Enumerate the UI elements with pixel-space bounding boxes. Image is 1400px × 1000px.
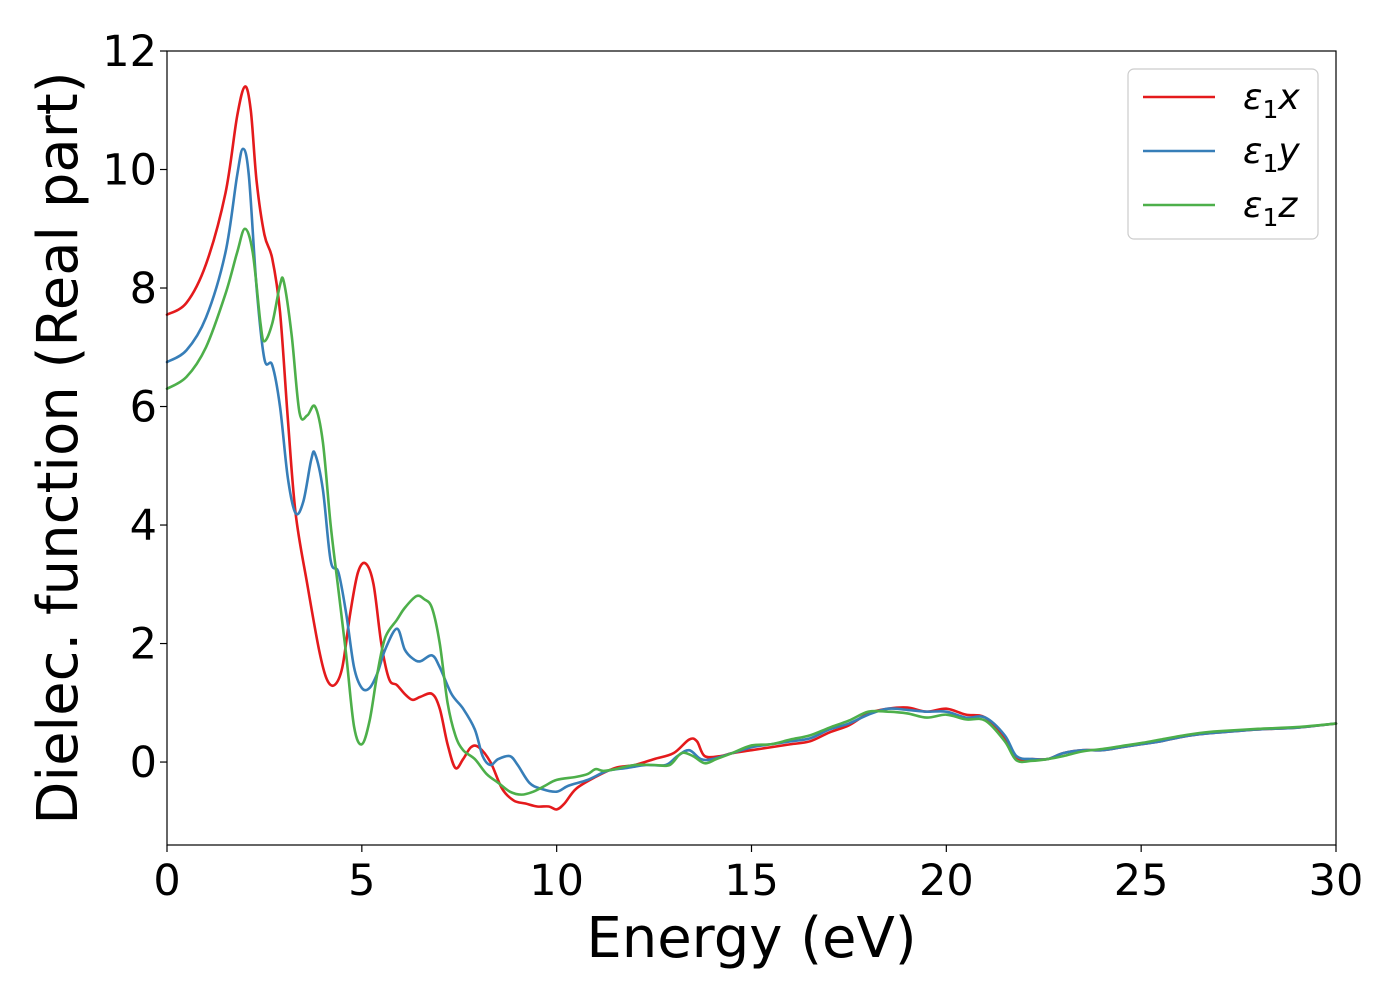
y-tick-label: 6: [130, 383, 157, 433]
legend-base: ε: [1243, 131, 1262, 172]
y-tick-label: 2: [130, 620, 157, 670]
y-tick-label: 0: [130, 738, 157, 788]
legend-label-y: ε1y: [1243, 131, 1300, 178]
x-tick-label: 10: [529, 856, 584, 906]
legend-subscript: 1: [1262, 149, 1278, 178]
legend-variable: z: [1277, 185, 1298, 226]
legend-label-x: ε1x: [1243, 77, 1300, 124]
legend-box: [1127, 68, 1319, 240]
y-axis-ticks: 0 2 4 6 8 10 12: [102, 27, 167, 788]
y-tick-label: 4: [130, 501, 157, 551]
y-axis-title: Dielec. function (Real part): [26, 71, 91, 824]
legend-variable: x: [1277, 77, 1300, 118]
legend-base: ε: [1243, 185, 1262, 226]
series-lines: [165, 85, 1338, 811]
x-tick-label: 15: [724, 856, 779, 906]
x-tick-label: 25: [1114, 856, 1169, 906]
y-tick-label: 12: [102, 27, 157, 77]
legend-subscript: 1: [1262, 95, 1278, 124]
x-axis-title: Energy (eV): [586, 906, 916, 971]
series-line-y: [165, 147, 1338, 794]
legend-variable: y: [1277, 131, 1300, 172]
x-tick-label: 0: [153, 856, 180, 906]
x-tick-label: 20: [919, 856, 974, 906]
series-line-z: [165, 227, 1338, 796]
x-tick-label: 5: [348, 856, 375, 906]
x-tick-label: 30: [1309, 856, 1364, 906]
legend-base: ε: [1243, 77, 1262, 118]
legend-subscript: 1: [1262, 203, 1278, 232]
legend-label-z: ε1z: [1243, 185, 1298, 232]
x-axis-ticks: 0 5 10 15 20 25 30: [153, 845, 1363, 906]
y-tick-label: 8: [130, 264, 157, 314]
y-tick-label: 10: [102, 146, 157, 196]
